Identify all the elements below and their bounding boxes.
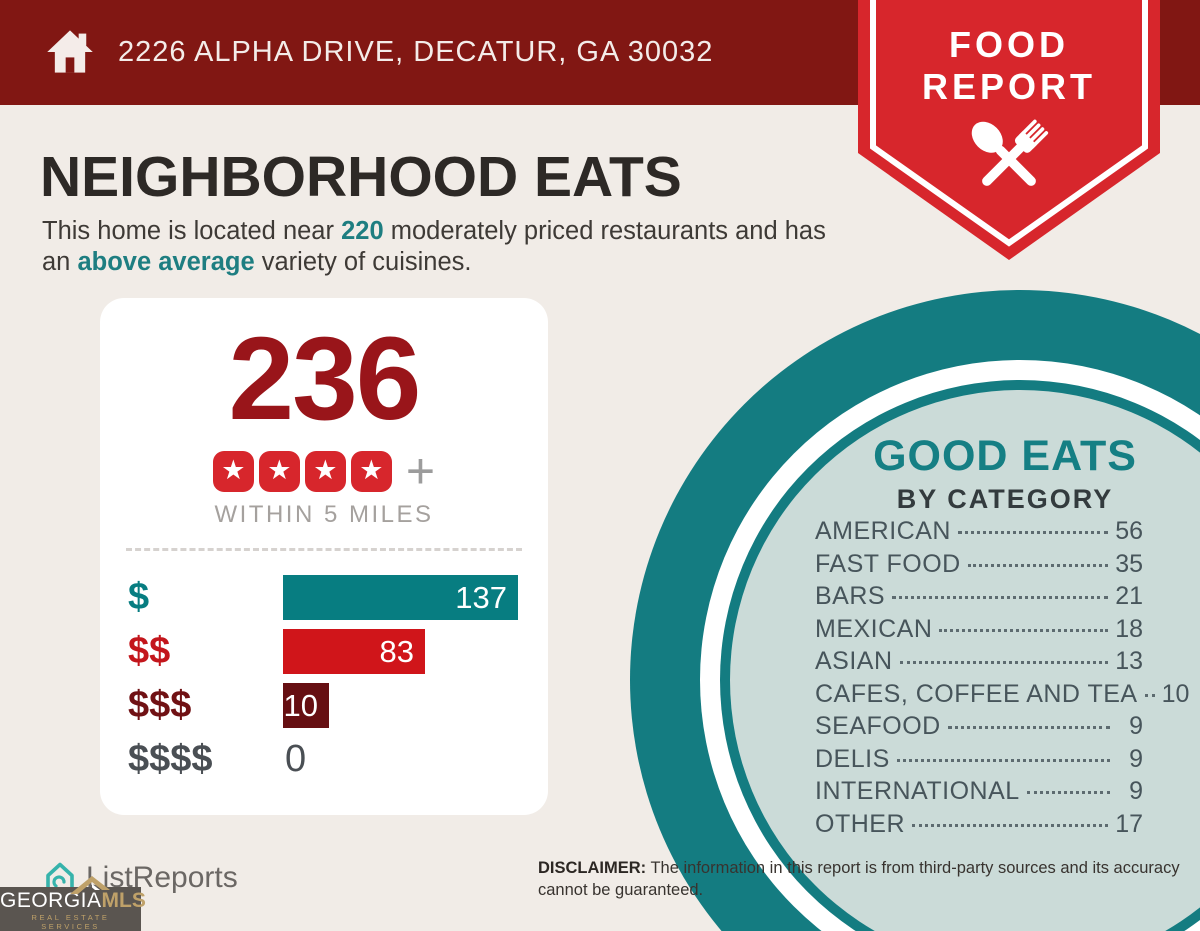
bar-row: $137 <box>128 575 548 620</box>
category-value: 21 <box>1115 582 1143 610</box>
mls-wordmark: GEORGIAMLS <box>0 889 146 912</box>
bar-row: $$ 83 <box>128 629 548 674</box>
price-tier-label: $$$$ <box>128 738 213 780</box>
badge-title: FOOD REPORT <box>858 24 1160 108</box>
food-report-badge: FOOD REPORT <box>858 0 1160 262</box>
category-row: MEXICAN 18 <box>815 615 1143 648</box>
category-value: 18 <box>1115 614 1143 643</box>
crossed-spoon-fork-icon <box>971 119 1049 186</box>
price-tier-bar: 83 <box>283 629 425 674</box>
category-row: SEAFOOD 9 <box>815 712 1143 745</box>
price-tier-bar: 10 <box>283 683 329 728</box>
star-badges: ★ ★ ★ ★ <box>212 451 392 492</box>
category-list: AMERICAN 56 FAST FOOD 35 BARS 21 MEXICAN 18 ASIA… <box>815 517 1189 843</box>
category-value: 9 <box>1129 712 1143 740</box>
dotted-leader <box>939 628 1109 632</box>
category-value: 9 <box>1129 777 1143 805</box>
disclaimer-text: The information in this report is from t… <box>538 859 1180 899</box>
price-tier-zero-value: 0 <box>285 738 307 780</box>
dotted-leader <box>947 726 1110 729</box>
plus-sign: + <box>405 443 436 499</box>
star-icon: ★ <box>258 451 300 492</box>
subtitle-text: This home is located near <box>42 217 342 245</box>
price-tier-label: $$ <box>128 630 171 672</box>
good-eats-heading: GOOD EATS BY CATEGORY <box>760 432 1200 515</box>
georgia-mls-logo: GEORGIAMLS REAL ESTATE SERVICES <box>0 876 146 931</box>
ribbon-shape <box>858 0 1160 260</box>
category-label: FAST FOOD <box>815 549 961 578</box>
category-value: 17 <box>1115 809 1143 838</box>
property-address: 2226 ALPHA DRIVE, DECATUR, GA 30032 <box>118 36 714 68</box>
category-value: 10 <box>1161 679 1190 708</box>
category-label: SEAFOOD <box>815 712 941 740</box>
page-subtitle: This home is located near 220 moderately… <box>42 216 842 279</box>
category-label: BARS <box>815 582 886 610</box>
bar-row: $$$$ 0 <box>128 737 548 782</box>
badge-line1: FOOD <box>949 24 1069 65</box>
price-tier-label: $$$ <box>128 684 192 726</box>
category-row: FAST FOOD 35 <box>815 550 1143 583</box>
subtitle-text: moderately priced restaurants and has an <box>42 217 826 277</box>
summary-card: 236 ★ ★ ★ ★ + WITHIN 5 MILES $137 $$ 83 $$$ 10 $… <box>100 298 548 815</box>
star-icon: ★ <box>304 451 346 492</box>
home-icon <box>47 30 93 73</box>
star-icon: ★ <box>350 451 392 492</box>
dotted-leader <box>1026 791 1110 794</box>
category-label: CAFES, COFFEE AND TEA <box>815 679 1138 708</box>
category-row: CAFES, COFFEE AND TEA 10 <box>815 679 1189 713</box>
star-rating: ★ ★ ★ ★ + <box>100 443 548 499</box>
dotted-leader <box>912 823 1109 827</box>
dotted-leader <box>967 563 1109 567</box>
category-label: INTERNATIONAL <box>815 777 1020 805</box>
category-label: OTHER <box>815 809 905 838</box>
bar-row: $$$ 10 <box>128 683 548 728</box>
total-restaurant-count: 236 <box>228 313 422 445</box>
category-row: OTHER 17 <box>815 810 1143 843</box>
mls-roof-icon <box>70 876 110 894</box>
category-row: ASIAN 13 <box>815 647 1143 680</box>
disclaimer: DISCLAIMER: The information in this repo… <box>538 858 1188 902</box>
badge-line2: REPORT <box>921 66 1096 107</box>
dashed-divider <box>126 548 522 551</box>
good-eats-title: GOOD EATS <box>873 432 1137 480</box>
category-label: MEXICAN <box>815 614 933 643</box>
star-icon: ★ <box>212 451 254 492</box>
price-tier-bar: 137 <box>283 575 518 620</box>
disclaimer-label: DISCLAIMER: <box>538 859 647 877</box>
subtitle-text: variety of cuisines. <box>254 248 472 277</box>
category-label: AMERICAN <box>815 517 951 545</box>
dotted-leader <box>1144 693 1155 697</box>
mls-suffix: MLS <box>101 889 146 912</box>
category-value: 56 <box>1115 517 1143 545</box>
category-row: AMERICAN 56 <box>815 517 1143 550</box>
category-row: INTERNATIONAL 9 <box>815 777 1143 810</box>
category-label: ASIAN <box>815 647 893 675</box>
dotted-leader <box>899 661 1109 664</box>
good-eats-subtitle: BY CATEGORY <box>896 484 1114 514</box>
dotted-leader <box>896 758 1110 762</box>
category-label: DELIS <box>815 744 890 773</box>
category-row: DELIS 9 <box>815 745 1143 778</box>
radius-label: WITHIN 5 MILES <box>214 501 434 528</box>
dotted-leader <box>957 531 1109 534</box>
category-value: 35 <box>1115 549 1143 578</box>
price-tier-label: $ <box>128 576 150 618</box>
category-row: BARS 21 <box>815 582 1143 615</box>
good-eats-circle-inner <box>730 390 1200 931</box>
category-value: 9 <box>1129 744 1143 773</box>
variety-highlight: above average <box>77 248 255 277</box>
category-value: 13 <box>1115 647 1143 675</box>
mls-name: GEORGIA <box>0 889 102 912</box>
dotted-leader <box>892 596 1109 599</box>
price-tier-bar-chart: $137 $$ 83 $$$ 10 $$$$ 0 <box>128 575 548 782</box>
page-title: NEIGHBORHOOD EATS <box>40 145 682 209</box>
restaurant-count-highlight: 220 <box>341 217 384 245</box>
mls-tagline: REAL ESTATE SERVICES <box>31 913 110 931</box>
